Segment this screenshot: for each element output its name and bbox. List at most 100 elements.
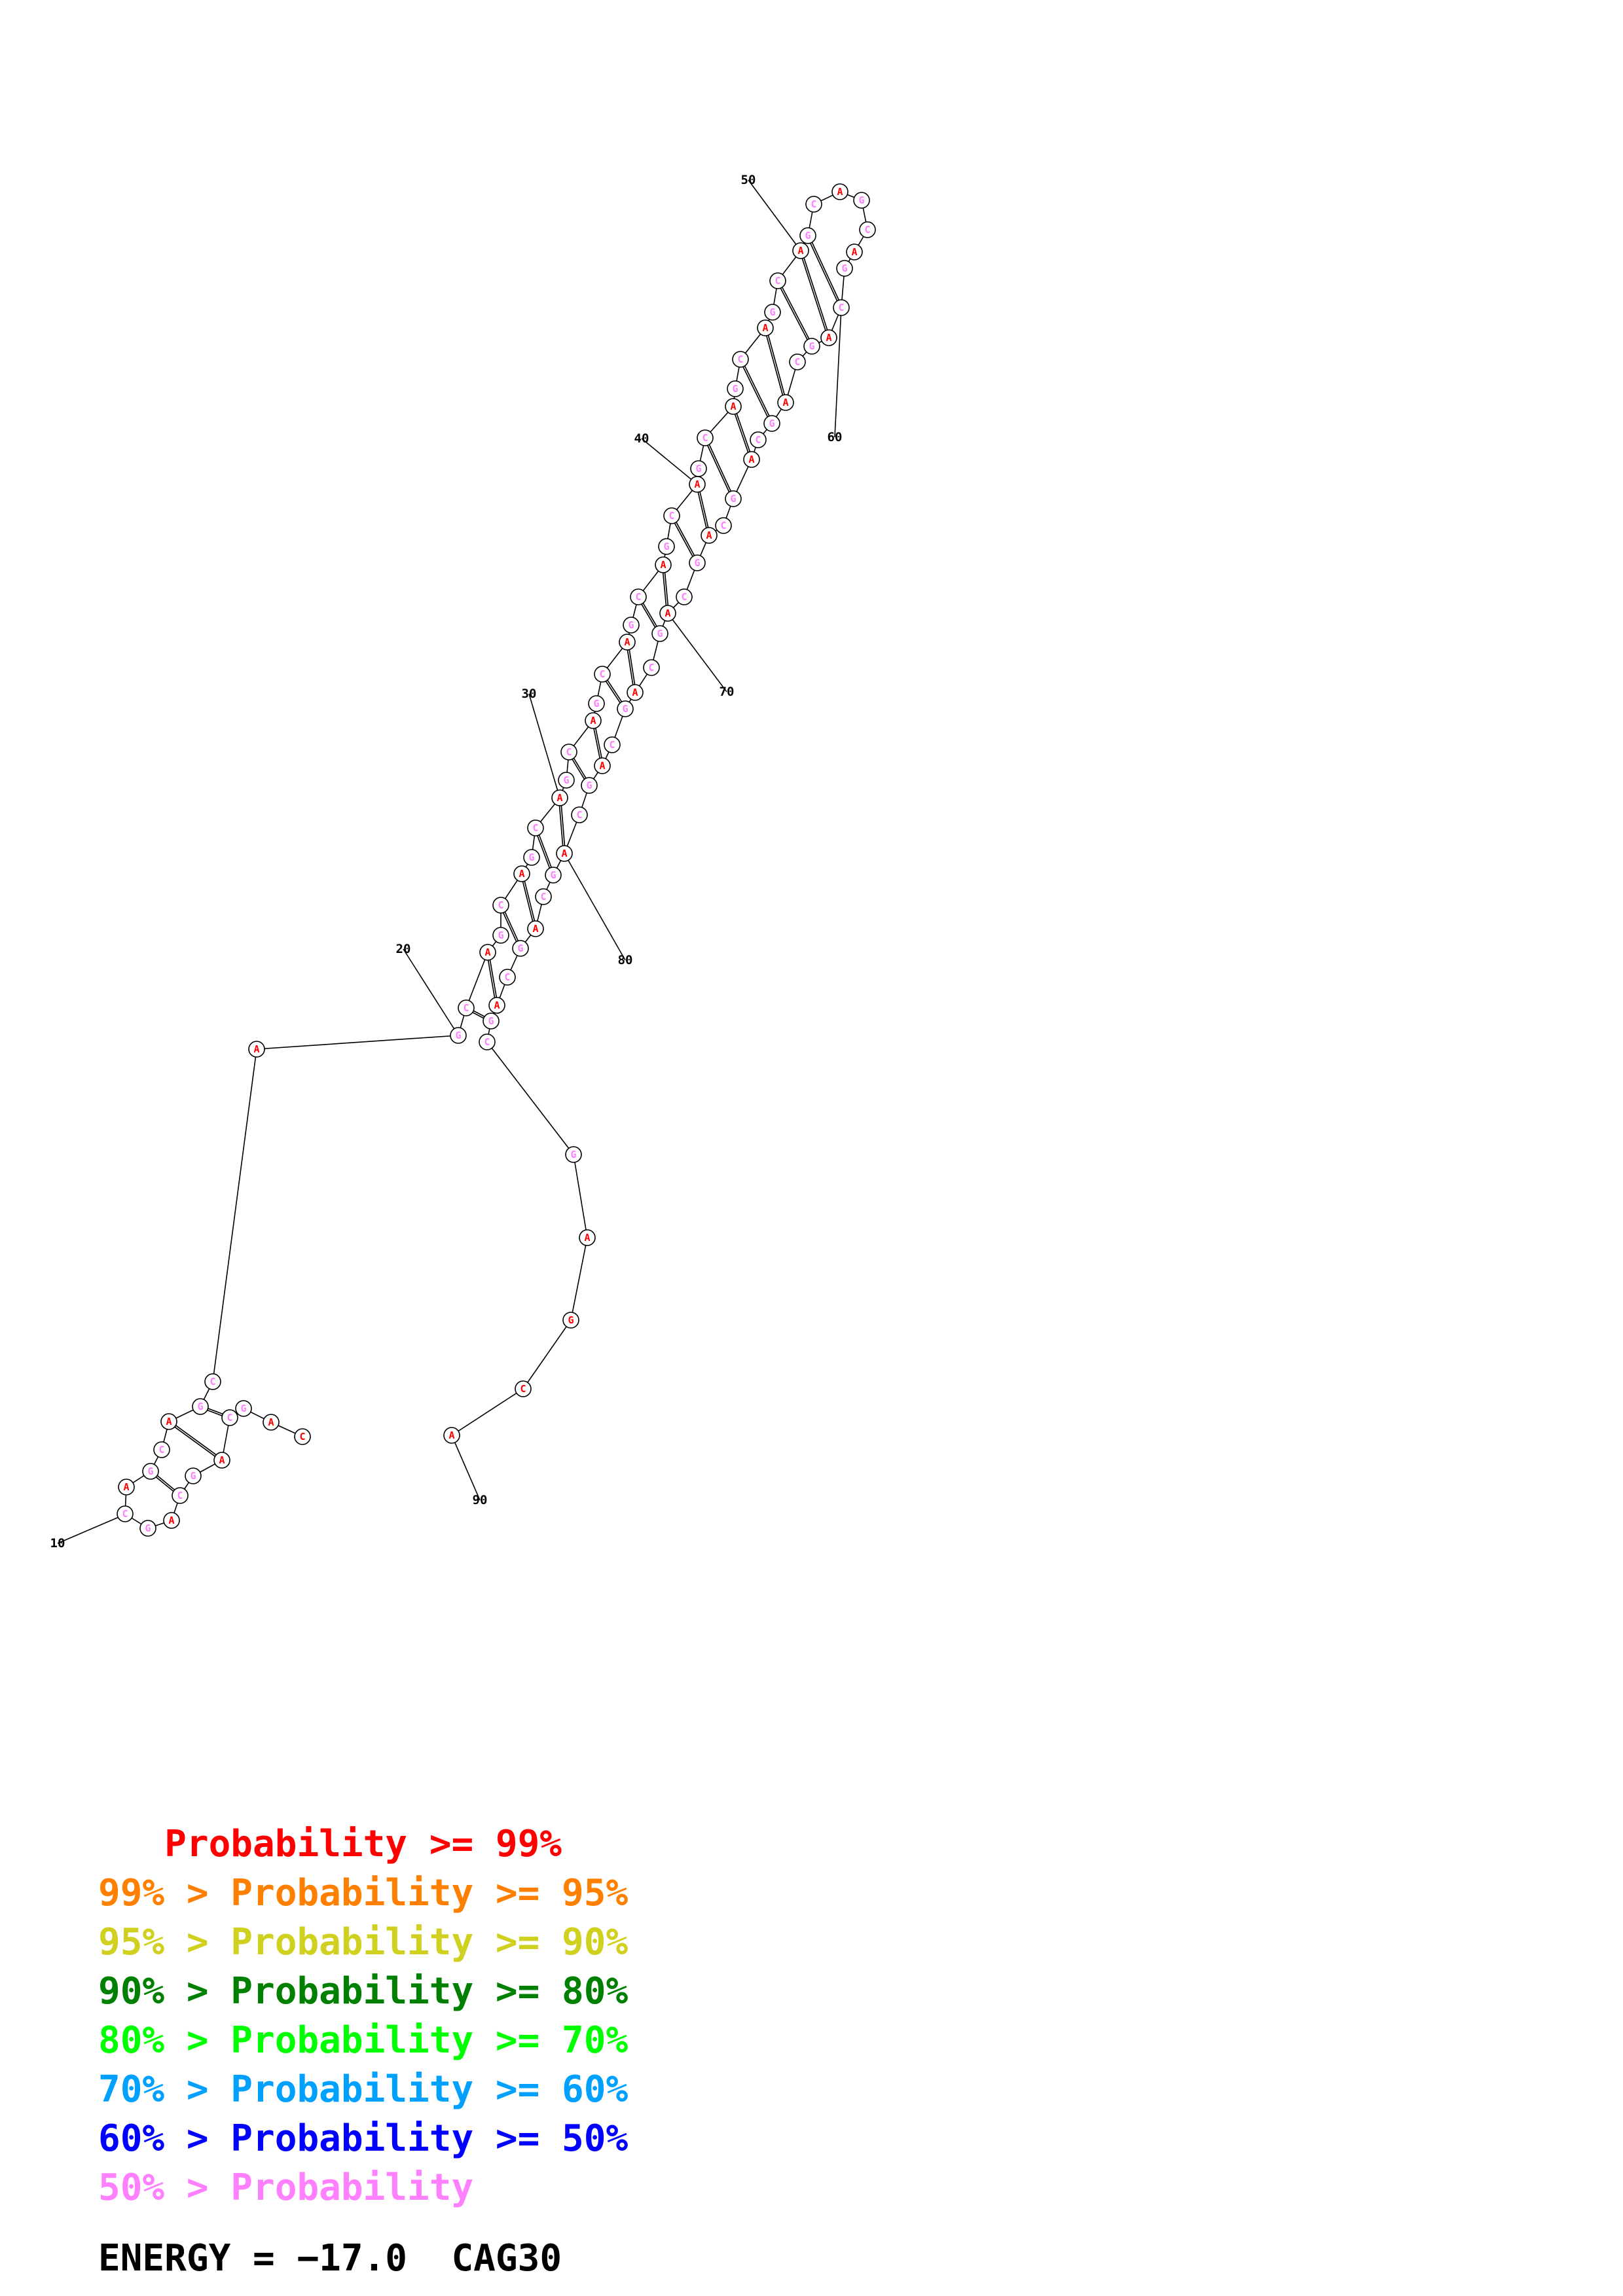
legend-text: Probability >= 60% [230, 2068, 629, 2111]
nucleotide: A [627, 684, 644, 701]
nucleotide: G [142, 1463, 159, 1480]
nucleotide-circle [443, 1427, 460, 1444]
nucleotide: G [658, 538, 675, 555]
nucleotide: A [659, 605, 676, 622]
nucleotide-letter: G [190, 1470, 196, 1482]
nucleotide-letter: G [197, 1401, 203, 1412]
nucleotide: A [160, 1413, 177, 1430]
legend-prefix: 60% > [98, 2117, 231, 2160]
nucleotide: A [585, 712, 602, 729]
nucleotide-letter: C [737, 353, 743, 365]
nucleotide: G [689, 554, 706, 571]
nucleotide-circle [235, 1400, 252, 1417]
nucleotide-circle [743, 451, 760, 468]
nucleotide-circle [492, 927, 509, 944]
legend-text: Probability >= 90% [230, 1921, 629, 1964]
nucleotide-circle [221, 1409, 238, 1426]
nucleotide-letter: C [635, 591, 641, 603]
nucleotide-letter: G [586, 780, 592, 791]
nucleotide-circle [689, 554, 706, 571]
nucleotide-circle [172, 1487, 189, 1504]
nucleotide-letter: A [448, 1429, 454, 1441]
nucleotide-circle [658, 538, 675, 555]
nucleotide: A [743, 451, 760, 468]
base-pair-bond-gap [627, 641, 636, 693]
nucleotide-circle [799, 227, 816, 244]
nucleotide-letter: G [663, 541, 669, 552]
nucleotide-letter: A [168, 1515, 174, 1526]
nucleotide: C [221, 1409, 238, 1426]
position-tick [564, 853, 626, 961]
base-pair-bond-gap [697, 484, 710, 536]
position-tick [834, 307, 842, 438]
nucleotide: A [118, 1479, 135, 1496]
nucleotide-circle [163, 1512, 180, 1529]
position-label: 30 [522, 687, 537, 701]
nucleotide: C [479, 1033, 496, 1050]
nucleotide: A [820, 329, 837, 346]
nucleotide-letter: A [762, 322, 768, 334]
nucleotide-circle [450, 1027, 467, 1044]
nucleotide: G [483, 1013, 500, 1030]
nucleotide-circle [763, 415, 780, 432]
nucleotide: G [690, 460, 707, 477]
nucleotide-letter: G [622, 703, 628, 715]
nucleotide-letter: C [775, 275, 780, 287]
nucleotide-circle [769, 272, 786, 289]
nucleotide: G [512, 940, 529, 957]
nucleotide-letter: A [166, 1416, 172, 1427]
nucleotide: C [715, 517, 732, 534]
nucleotide-letter: A [694, 478, 700, 490]
nucleotide: G [588, 695, 605, 712]
nucleotide-letter: C [210, 1376, 215, 1388]
nucleotide-letter: C [755, 434, 761, 446]
nucleotide: G [764, 304, 781, 321]
base-pair-bond-gap [765, 327, 786, 403]
legend-entry: 70% > Probability >= 60% [98, 2065, 628, 2114]
nucleotide-circle [118, 1479, 135, 1496]
nucleotide: G [836, 260, 853, 277]
nucleotide: C [492, 897, 509, 914]
legend-prefix: 99% > [98, 1872, 231, 1914]
nucleotide: A [263, 1414, 280, 1431]
base-pair-bond-gap [733, 406, 752, 460]
nucleotide-circle [732, 351, 749, 368]
nucleotide-letter: A [584, 1232, 590, 1244]
nucleotide-letter: C [566, 746, 572, 758]
nucleotide-circle [846, 243, 863, 260]
nucleotide: C [571, 806, 588, 823]
nucleotide-letter: A [268, 1416, 274, 1428]
position-tick-layer [57, 179, 842, 1544]
legend-entry: 50% > Probability [98, 2163, 628, 2212]
base-pair-bond-gap [800, 250, 830, 338]
position-tick [403, 948, 459, 1036]
nucleotide: G [799, 227, 816, 244]
nucleotide-circle [527, 920, 544, 937]
nucleotide-letter: A [851, 246, 857, 258]
nucleotide: A [556, 845, 573, 862]
nucleotide-circle [581, 777, 598, 794]
nucleotide-circle [585, 712, 602, 729]
nucleotide-circle [458, 999, 475, 1016]
nucleotide: C [643, 659, 660, 676]
nucleotide-letter: A [219, 1454, 225, 1466]
nucleotide: C [833, 299, 850, 316]
legend-prefix: 90% > [98, 1970, 231, 2013]
position-label: 40 [634, 431, 649, 446]
legend-text: Probability >= 80% [230, 1970, 629, 2013]
nucleotide: G [523, 849, 540, 866]
nucleotide: C [535, 888, 552, 905]
nucleotide-letter: C [299, 1431, 305, 1443]
nucleotide-circle [153, 1441, 170, 1458]
energy-footer: ENERGY = −17.0 CAG30 [98, 2237, 562, 2280]
nucleotide-circle [750, 431, 767, 448]
nucleotide-letter: A [797, 245, 803, 257]
nucleotide-letter: C [158, 1444, 164, 1456]
base-pair-layer [149, 235, 843, 1497]
probability-legend: Probability >= 99% 99% > Probability >= … [98, 1820, 628, 2212]
nucleotide-letter: G [568, 1314, 574, 1326]
position-label: 70 [720, 685, 735, 699]
nucleotide-circle [294, 1428, 311, 1445]
nucleotide: G [545, 867, 562, 884]
nucleotide-letter: A [632, 687, 638, 698]
